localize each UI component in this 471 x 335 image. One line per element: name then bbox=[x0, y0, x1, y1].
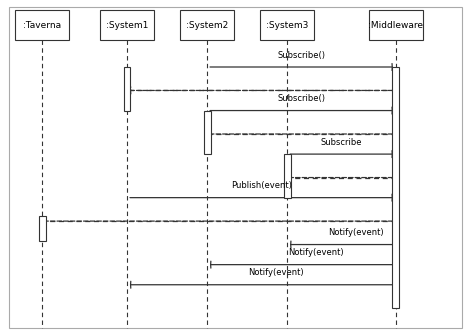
Text: Subscribe(): Subscribe() bbox=[277, 94, 325, 103]
Text: Notify(event): Notify(event) bbox=[328, 228, 383, 237]
Text: :System2: :System2 bbox=[186, 21, 228, 29]
Text: Notify(event): Notify(event) bbox=[248, 268, 303, 277]
Bar bbox=[260, 10, 315, 40]
Bar bbox=[392, 67, 399, 308]
Text: Subscribe(): Subscribe() bbox=[277, 51, 325, 60]
Bar bbox=[368, 10, 423, 40]
Text: Subscribe: Subscribe bbox=[321, 138, 362, 147]
Bar bbox=[204, 111, 211, 154]
Text: Notify(event): Notify(event) bbox=[288, 248, 343, 257]
Text: :System3: :System3 bbox=[266, 21, 309, 29]
Text: :System1: :System1 bbox=[106, 21, 148, 29]
Bar bbox=[15, 10, 70, 40]
Bar bbox=[124, 67, 130, 111]
Bar bbox=[284, 154, 291, 198]
Text: :Taverna: :Taverna bbox=[24, 21, 61, 29]
Bar bbox=[180, 10, 235, 40]
Text: Publish(event): Publish(event) bbox=[231, 181, 292, 190]
Bar bbox=[39, 216, 46, 241]
Text: :Middleware: :Middleware bbox=[368, 21, 423, 29]
Bar bbox=[100, 10, 154, 40]
